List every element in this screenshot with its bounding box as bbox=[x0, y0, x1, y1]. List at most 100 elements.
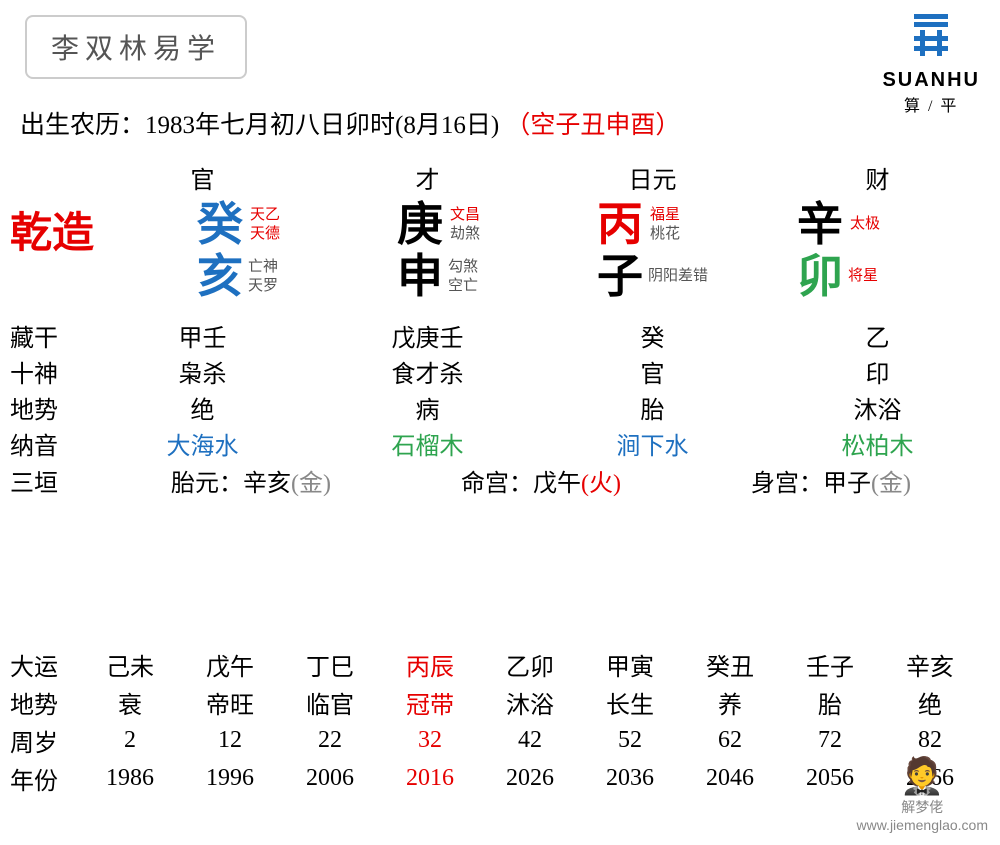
luck-cell: 甲寅 bbox=[580, 647, 680, 682]
luck-cell: 冠带 bbox=[380, 685, 480, 720]
shishen-month: 食才杀 bbox=[315, 354, 540, 389]
logo-brand: SUANHU bbox=[882, 69, 980, 92]
luck-cell: 胎 bbox=[780, 685, 880, 720]
luck-zhousui-label: 周岁 bbox=[0, 723, 80, 758]
top-label-row: 官 才 日元 财 bbox=[0, 160, 1000, 195]
minggong: 命宫：戊午(火) bbox=[461, 463, 621, 498]
luck-dayun-row: 大运 己未戊午丁巳丙辰乙卯甲寅癸丑壬子辛亥 bbox=[0, 645, 1000, 683]
luck-cell: 癸丑 bbox=[680, 647, 780, 682]
logo-sub: 算 / 平 bbox=[882, 92, 980, 116]
branch-hour: 卯将星 bbox=[797, 251, 843, 303]
luck-cell: 82 bbox=[880, 727, 980, 754]
luck-dishi-row: 地势 衰帝旺临官冠带沐浴长生养胎绝 bbox=[0, 683, 1000, 721]
tag: 文昌 bbox=[450, 206, 480, 226]
branch-char-month: 申 bbox=[397, 252, 443, 303]
tag: 勾煞 bbox=[448, 258, 478, 278]
luck-zhousui-row: 周岁 21222324252627282 bbox=[0, 721, 1000, 759]
watermark: 🤵 解梦佬 www.jiemenglao.com bbox=[857, 755, 989, 833]
branch-tags-year: 亡神天罗 bbox=[248, 258, 278, 297]
luck-nianfen-label: 年份 bbox=[0, 761, 80, 796]
canggan-year: 甲壬 bbox=[90, 318, 315, 353]
birth-line: 出生农历：1983年七月初八日卯时(8月16日) （空子丑申酉） bbox=[20, 105, 680, 141]
luck-cell: 长生 bbox=[580, 685, 680, 720]
tag: 将星 bbox=[848, 267, 878, 287]
luck-cell: 2 bbox=[80, 727, 180, 754]
watermark-text: 解梦佬 bbox=[857, 797, 989, 817]
stem-char-month: 庚 bbox=[397, 200, 443, 251]
chart-area: 官 才 日元 财 乾造 癸天乙天德亥亡神天罗庚文昌劫煞申勾煞空亡丙福星桃花子阴阳… bbox=[0, 160, 1000, 499]
nayin-label: 纳音 bbox=[0, 426, 90, 461]
shishen-year: 枭杀 bbox=[90, 354, 315, 389]
luck-cell: 壬子 bbox=[780, 647, 880, 682]
luck-cell: 丁巳 bbox=[280, 647, 380, 682]
luck-dayun-label: 大运 bbox=[0, 647, 80, 682]
luck-cell: 32 bbox=[380, 727, 480, 754]
pillar-year: 癸天乙天德亥亡神天罗 bbox=[120, 199, 320, 303]
branch-tags-hour: 将星 bbox=[848, 267, 878, 287]
luck-cell: 帝旺 bbox=[180, 685, 280, 720]
stem-year: 癸天乙天德 bbox=[197, 199, 243, 251]
nayin-year: 大海水 bbox=[90, 426, 315, 461]
tag: 天德 bbox=[250, 225, 280, 245]
logo-icon bbox=[882, 10, 980, 69]
luck-cell: 52 bbox=[580, 727, 680, 754]
sanyuan-row: 三垣 胎元：辛亥(金) 命宫：戊午(火) 身宫：甲子(金) bbox=[0, 461, 1000, 499]
dishi-day: 胎 bbox=[540, 390, 765, 425]
branch-char-year: 亥 bbox=[197, 252, 243, 303]
canggan-row: 藏干 甲壬 戊庚壬 癸 乙 bbox=[0, 317, 1000, 353]
logo: SUANHU 算 / 平 bbox=[882, 10, 980, 116]
stem-char-year: 癸 bbox=[197, 200, 243, 251]
luck-cell: 2026 bbox=[480, 765, 580, 792]
luck-cell: 42 bbox=[480, 727, 580, 754]
detail-rows: 藏干 甲壬 戊庚壬 癸 乙 十神 枭杀 食才杀 官 印 地势 绝 病 胎 沐浴 … bbox=[0, 317, 1000, 499]
luck-cell: 2046 bbox=[680, 765, 780, 792]
shishen-row: 十神 枭杀 食才杀 官 印 bbox=[0, 353, 1000, 389]
canggan-hour: 乙 bbox=[765, 318, 990, 353]
top-day: 日元 bbox=[540, 160, 765, 195]
tag: 福星 bbox=[650, 206, 680, 226]
qianzao-label: 乾造 bbox=[0, 199, 120, 260]
tag: 太极 bbox=[850, 215, 880, 235]
luck-cell: 1986 bbox=[80, 765, 180, 792]
stem-tags-month: 文昌劫煞 bbox=[450, 206, 480, 245]
tag: 桃花 bbox=[650, 225, 680, 245]
luck-cell: 临官 bbox=[280, 685, 380, 720]
branch-tags-month: 勾煞空亡 bbox=[448, 258, 478, 297]
stem-tags-hour: 太极 bbox=[850, 215, 880, 235]
shishen-hour: 印 bbox=[765, 354, 990, 389]
luck-cell: 沐浴 bbox=[480, 685, 580, 720]
birth-prefix: 出生农历： bbox=[20, 112, 145, 139]
branch-char-hour: 卯 bbox=[797, 252, 843, 303]
luck-cell: 养 bbox=[680, 685, 780, 720]
sanyuan-label: 三垣 bbox=[0, 463, 90, 498]
pillar-month: 庚文昌劫煞申勾煞空亡 bbox=[320, 199, 520, 303]
header-title: 李双林易学 bbox=[51, 34, 221, 65]
nayin-hour: 松柏木 bbox=[765, 426, 990, 461]
stem-day: 丙福星桃花 bbox=[597, 199, 643, 251]
tag: 劫煞 bbox=[450, 225, 480, 245]
pillar-row: 乾造 癸天乙天德亥亡神天罗庚文昌劫煞申勾煞空亡丙福星桃花子阴阳差错辛太极卯将星 bbox=[0, 199, 1000, 309]
dishi-hour: 沐浴 bbox=[765, 390, 990, 425]
nayin-day: 涧下水 bbox=[540, 426, 765, 461]
nayin-month: 石榴木 bbox=[315, 426, 540, 461]
stem-tags-day: 福星桃花 bbox=[650, 206, 680, 245]
stem-month: 庚文昌劫煞 bbox=[397, 199, 443, 251]
watermark-icon: 🤵 bbox=[857, 755, 989, 797]
branch-char-day: 子 bbox=[597, 252, 643, 303]
stem-char-day: 丙 bbox=[597, 200, 643, 251]
stem-char-hour: 辛 bbox=[797, 200, 843, 251]
luck-cell: 12 bbox=[180, 727, 280, 754]
luck-cell: 辛亥 bbox=[880, 647, 980, 682]
luck-cell: 衰 bbox=[80, 685, 180, 720]
pillar-hour: 辛太极卯将星 bbox=[720, 199, 920, 303]
luck-cell: 2006 bbox=[280, 765, 380, 792]
canggan-label: 藏干 bbox=[0, 318, 90, 353]
top-month: 才 bbox=[315, 160, 540, 195]
luck-cell: 72 bbox=[780, 727, 880, 754]
branch-year: 亥亡神天罗 bbox=[197, 251, 243, 303]
branch-tags-day: 阴阳差错 bbox=[648, 267, 708, 287]
branch-month: 申勾煞空亡 bbox=[397, 251, 443, 303]
dishi-year: 绝 bbox=[90, 390, 315, 425]
dishi-row: 地势 绝 病 胎 沐浴 bbox=[0, 389, 1000, 425]
luck-dishi-label: 地势 bbox=[0, 685, 80, 720]
